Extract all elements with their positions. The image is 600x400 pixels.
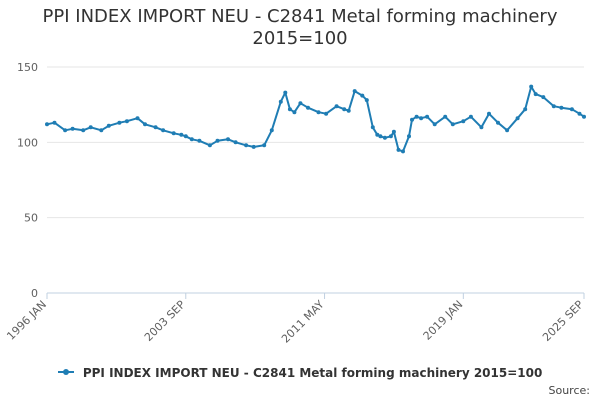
- data-point: [414, 114, 419, 119]
- data-point: [346, 108, 351, 113]
- data-point: [251, 144, 256, 149]
- axes: 0 50 100 150 1996 JAN 2003 SEP 2011 MAY 2019 JA…: [4, 61, 586, 346]
- legend-label: PPI INDEX IMPORT NEU - C2841 Metal formi…: [82, 366, 543, 380]
- legend-line-icon: [57, 368, 74, 375]
- data-point: [425, 114, 430, 119]
- data-point: [577, 111, 582, 116]
- data-point: [582, 114, 586, 119]
- data-point: [298, 101, 303, 106]
- chart-title-line: PPI INDEX IMPORT NEU - C2841 Metal formi…: [42, 6, 558, 27]
- data-point: [388, 134, 393, 139]
- chart-title: PPI INDEX IMPORT NEU - C2841 Metal formi…: [0, 6, 600, 50]
- data-point: [391, 129, 396, 134]
- data-point: [461, 119, 466, 124]
- data-point: [81, 128, 86, 133]
- y-tick-label: 0: [31, 287, 38, 300]
- data-point: [306, 105, 310, 110]
- data-point: [179, 132, 184, 137]
- data-point: [262, 143, 267, 148]
- x-tick-label: 2019 JAN: [421, 298, 466, 343]
- data-point: [233, 140, 238, 145]
- data-point: [287, 107, 292, 112]
- y-tick-label: 150: [17, 61, 38, 74]
- data-point: [342, 107, 347, 112]
- data-point: [143, 122, 147, 127]
- x-tick-label: 2003 SEP: [142, 298, 188, 344]
- data-point: [117, 120, 122, 125]
- y-tick-label: 100: [17, 136, 38, 149]
- data-point: [479, 125, 484, 130]
- data-point: [396, 147, 401, 152]
- data-point: [432, 122, 437, 127]
- data-point: [52, 120, 57, 125]
- data-point: [559, 105, 564, 110]
- data-point: [569, 107, 574, 112]
- data-point: [153, 125, 158, 130]
- data-point: [324, 111, 329, 116]
- x-tick-label: 1996 JAN: [4, 298, 49, 343]
- data-point: [316, 110, 321, 115]
- data-point: [378, 134, 383, 139]
- data-point: [99, 128, 104, 133]
- data-point: [63, 128, 68, 133]
- data-point: [197, 138, 202, 143]
- data-point: [487, 111, 491, 116]
- data-point: [360, 93, 365, 98]
- data-point: [541, 95, 546, 100]
- data-point: [529, 84, 534, 89]
- data-point: [278, 99, 283, 104]
- data-point: [533, 92, 538, 97]
- data-point: [443, 114, 448, 119]
- data-point: [88, 125, 93, 130]
- data-point: [106, 123, 111, 128]
- data-point: [70, 126, 75, 131]
- grid-lines: [47, 66, 584, 219]
- data-point: [401, 149, 405, 154]
- data-point: [244, 143, 249, 148]
- data-point: [407, 134, 411, 139]
- data-point: [183, 134, 188, 139]
- x-tick-label: 2025 SEP: [540, 298, 586, 344]
- data-point: [189, 137, 194, 142]
- legend[interactable]: PPI INDEX IMPORT NEU - C2841 Metal formi…: [0, 366, 600, 380]
- data-point: [171, 131, 176, 136]
- data-point: [352, 89, 357, 94]
- data-point: [515, 116, 520, 121]
- x-tick-label: 2011 MAY: [279, 298, 327, 346]
- data-point: [496, 120, 500, 125]
- data-point: [334, 104, 339, 109]
- data-point: [45, 122, 49, 127]
- data-point: [523, 107, 528, 112]
- data-point: [215, 138, 220, 143]
- data-point: [207, 143, 212, 148]
- chart-subtitle: 2015=100: [252, 28, 348, 49]
- data-point: [135, 116, 140, 121]
- series-line: [46, 85, 585, 153]
- data-point: [410, 117, 414, 122]
- data-point: [124, 119, 129, 124]
- data-point: [375, 132, 380, 137]
- data-point: [382, 135, 387, 140]
- data-point: [269, 128, 274, 133]
- source-label: Source:: [548, 384, 591, 397]
- data-point: [283, 90, 288, 95]
- data-point: [450, 122, 455, 127]
- series-layer: [45, 84, 586, 154]
- data-point: [419, 116, 424, 121]
- y-tick-label: 50: [24, 212, 38, 225]
- data-point: [505, 128, 510, 133]
- data-point: [226, 137, 230, 142]
- data-point: [364, 98, 369, 103]
- data-point: [292, 110, 297, 115]
- data-point: [551, 104, 556, 109]
- data-point: [468, 114, 473, 119]
- data-point: [161, 128, 166, 133]
- data-point: [370, 125, 375, 130]
